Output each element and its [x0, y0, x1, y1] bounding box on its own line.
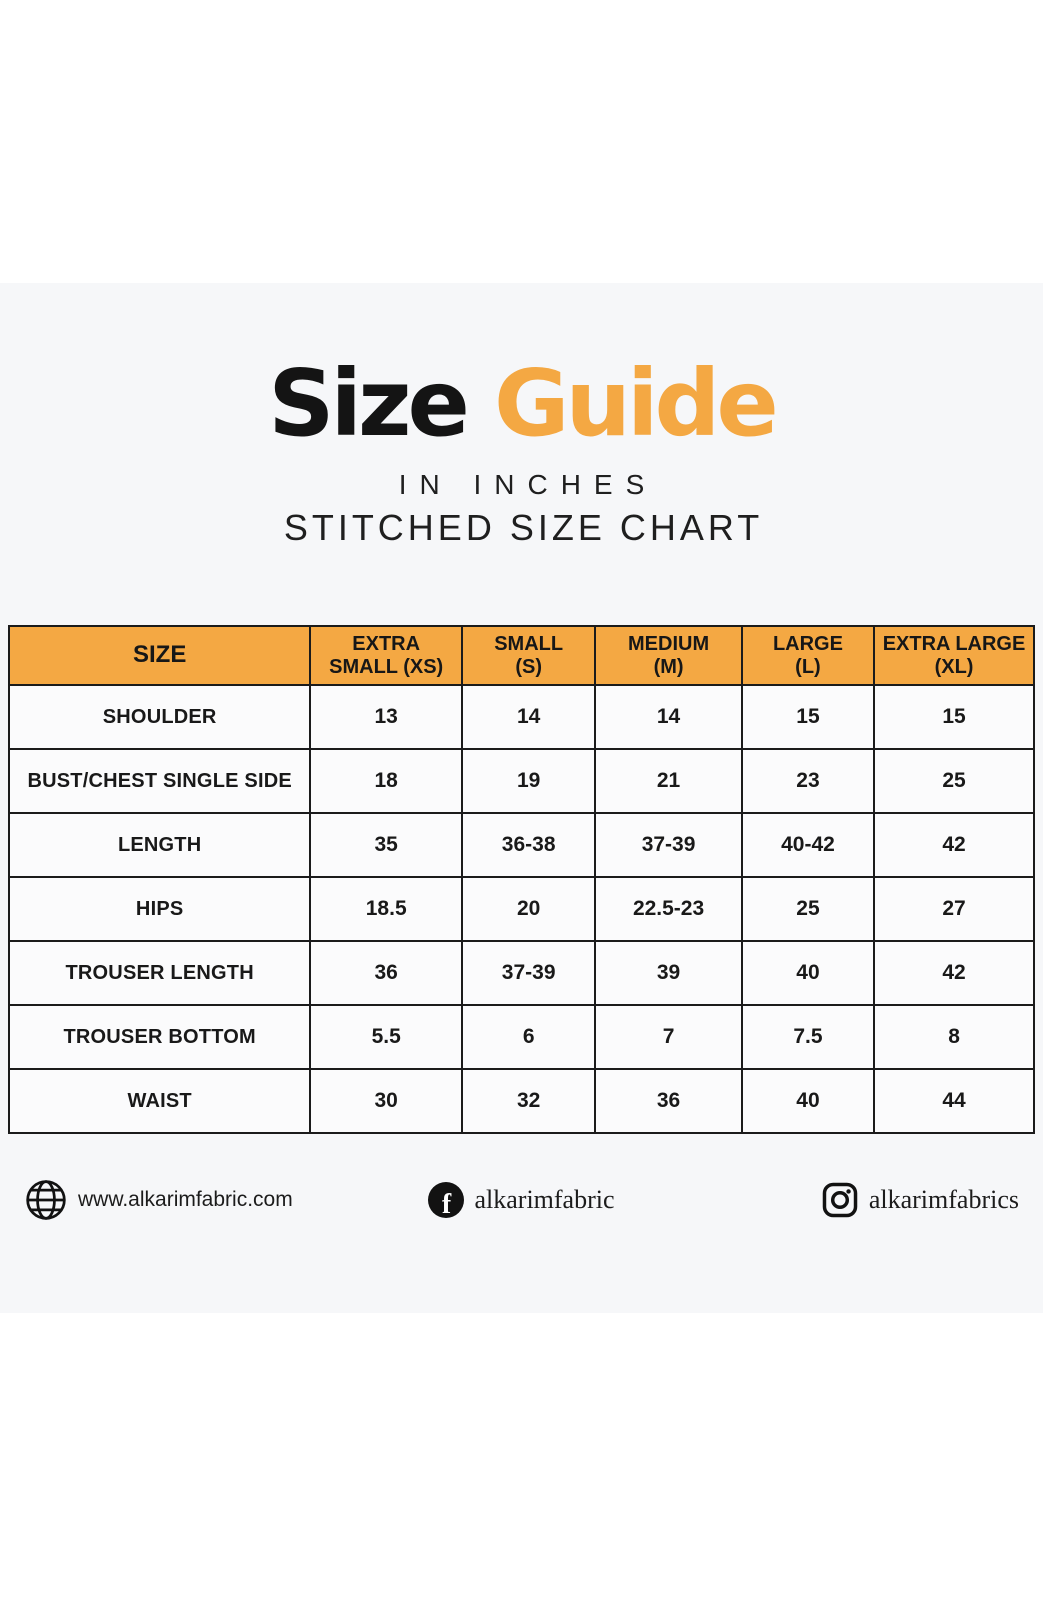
page-title: Size Guide	[0, 358, 1043, 450]
cell-bust-xs: 18	[309, 748, 464, 814]
cell-trouser-bottom-l: 7.5	[740, 1004, 876, 1070]
column-header-xl: EXTRA LARGE (XL)	[873, 625, 1035, 686]
facebook-icon: f	[428, 1182, 465, 1219]
cell-waist-s: 32	[461, 1068, 597, 1134]
subtitle-in-inches: IN INCHES	[398, 469, 658, 500]
cell-trouser-length-l: 40	[740, 940, 876, 1006]
cell-trouser-length-xl: 42	[873, 940, 1035, 1006]
row-label: TROUSER LENGTH	[7, 940, 312, 1006]
column-header-l: LARGE (L)	[740, 625, 876, 686]
facebook-item: f alkarimfabric	[428, 1182, 615, 1219]
instagram-item: alkarimfabrics	[821, 1181, 1019, 1219]
table-row-bust-chest: BUST/CHEST SINGLE SIDE 18 19 21 23 25	[7, 748, 1035, 814]
cell-shoulder-s: 14	[461, 684, 597, 750]
cell-hips-l: 25	[740, 876, 876, 942]
cell-shoulder-l: 15	[740, 684, 876, 750]
cell-hips-m: 22.5-23	[594, 876, 743, 942]
table-row-trouser-bottom: TROUSER BOTTOM 5.5 6 7 7.5 8	[7, 1004, 1035, 1070]
cell-trouser-bottom-xl: 8	[873, 1004, 1035, 1070]
row-label: LENGTH	[7, 812, 312, 878]
table-row-shoulder: SHOULDER 13 14 14 15 15	[7, 684, 1035, 750]
website-url: www.alkarimfabric.com	[78, 1188, 293, 1211]
facebook-handle: alkarimfabric	[474, 1185, 615, 1214]
cell-trouser-bottom-s: 6	[461, 1004, 597, 1070]
table-header-row: SIZE EXTRA SMALL (XS) SMALL (S) MEDIUM (…	[7, 625, 1035, 686]
cell-waist-xl: 44	[873, 1068, 1035, 1134]
cell-length-s: 36-38	[461, 812, 597, 878]
facebook-f-glyph: f	[441, 1189, 452, 1219]
cell-bust-xl: 25	[873, 748, 1035, 814]
cell-hips-s: 20	[461, 876, 597, 942]
subtitle-stitched-size-chart: STITCHED SIZE CHART	[283, 507, 764, 548]
cell-shoulder-m: 14	[594, 684, 743, 750]
column-header-size: SIZE	[7, 625, 312, 686]
column-header-xs: EXTRA SMALL (XS)	[309, 625, 464, 686]
cell-waist-m: 36	[594, 1068, 743, 1134]
row-label: TROUSER BOTTOM	[7, 1004, 312, 1070]
cell-shoulder-xs: 13	[309, 684, 464, 750]
cell-waist-xs: 30	[309, 1068, 464, 1134]
row-label: WAIST	[7, 1068, 312, 1134]
cell-hips-xs: 18.5	[309, 876, 464, 942]
cell-length-l: 40-42	[740, 812, 876, 878]
title-word-guide: Guide	[493, 350, 779, 457]
cell-trouser-bottom-m: 7	[594, 1004, 743, 1070]
instagram-handle: alkarimfabrics	[868, 1185, 1019, 1214]
cell-trouser-length-xs: 36	[309, 940, 464, 1006]
cell-trouser-length-m: 39	[594, 940, 743, 1006]
cell-shoulder-xl: 15	[873, 684, 1035, 750]
instagram-icon	[821, 1181, 859, 1219]
globe-icon	[24, 1178, 68, 1222]
cell-trouser-bottom-xs: 5.5	[309, 1004, 464, 1070]
table-row-waist: WAIST 30 32 36 40 44	[7, 1068, 1035, 1134]
footer: www.alkarimfabric.com f alkarimfabric al…	[0, 1178, 1043, 1222]
cell-hips-xl: 27	[873, 876, 1035, 942]
row-label: BUST/CHEST SINGLE SIDE	[7, 748, 312, 814]
cell-bust-m: 21	[594, 748, 743, 814]
size-chart-table: SIZE EXTRA SMALL (XS) SMALL (S) MEDIUM (…	[7, 625, 1035, 1134]
cell-bust-s: 19	[461, 748, 597, 814]
cell-length-xs: 35	[309, 812, 464, 878]
table-row-length: LENGTH 35 36-38 37-39 40-42 42	[7, 812, 1035, 878]
cell-bust-l: 23	[740, 748, 876, 814]
cell-length-xl: 42	[873, 812, 1035, 878]
column-header-s: SMALL (S)	[461, 625, 597, 686]
cell-waist-l: 40	[740, 1068, 876, 1134]
website-item: www.alkarimfabric.com	[24, 1178, 293, 1222]
column-header-m: MEDIUM (M)	[594, 625, 743, 686]
table-row-hips: HIPS 18.5 20 22.5-23 25 27	[7, 876, 1035, 942]
title-word-size: Size	[268, 350, 470, 457]
table-row-trouser-length: TROUSER LENGTH 36 37-39 39 40 42	[7, 940, 1035, 1006]
row-label: HIPS	[7, 876, 312, 942]
row-label: SHOULDER	[7, 684, 312, 750]
cell-length-m: 37-39	[594, 812, 743, 878]
cell-trouser-length-s: 37-39	[461, 940, 597, 1006]
